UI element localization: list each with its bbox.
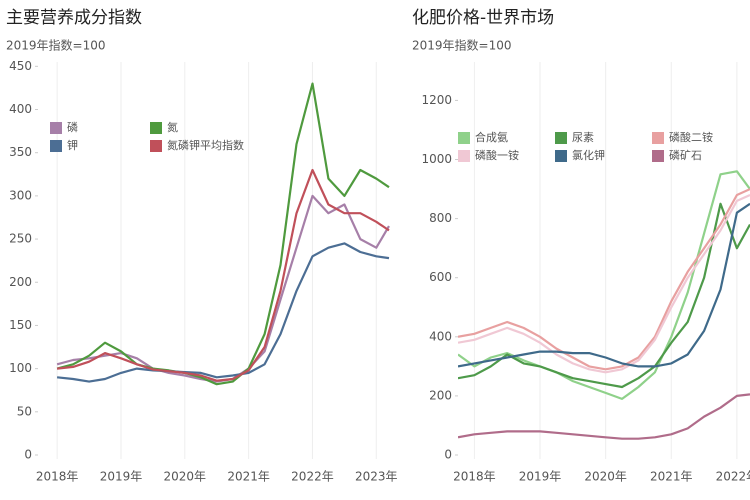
x-tick-label: 2018年 [36,470,79,484]
x-tick-label: 2018年 [453,470,496,484]
plot-area [56,82,390,386]
legend-label: 磷酸二铵 [669,130,713,144]
y-tick-label: 800 [429,211,452,225]
y-tick-label: 0 [444,448,452,462]
legend-label: 钾 [67,138,78,152]
legend-label: 磷矿石 [669,149,702,162]
x-tick-label: 2021年 [227,470,270,484]
chart-title: 化肥价格-世界市场 [412,8,554,28]
series-line [56,82,390,386]
series-line [458,188,750,371]
series-line [56,242,390,383]
y-tick-label: 1000 [421,152,452,166]
y-tick-label: 200 [9,275,32,289]
series-line [56,168,390,382]
legend-swatch [652,150,664,162]
legend-label: 尿素 [572,131,594,144]
legend-label: 磷酸一铵 [475,148,519,162]
x-tick-label: 2019年 [100,470,143,484]
legend-swatch [150,122,162,134]
x-tick-label: 2023年 [355,470,398,484]
legend-swatch [652,132,664,144]
y-tick-label: 200 [429,388,452,402]
y-tick-label: 250 [9,232,32,246]
y-tick-label: 400 [9,102,32,116]
chart-subtitle: 2019年指数=100 [6,38,106,53]
y-tick-label: 400 [429,329,452,343]
chart-title: 主要营养成分指数 [6,8,142,28]
y-tick-label: 450 [9,59,32,73]
legend-swatch [458,150,470,162]
y-tick-label: 300 [9,188,32,202]
chart-subtitle: 2019年指数=100 [412,38,512,53]
series-line [458,193,750,374]
x-tick-label: 2021年 [650,470,693,484]
legend-label: 氯化钾 [572,148,605,162]
plot-area [458,170,750,440]
legend-label: 磷 [67,121,78,134]
legend-label: 氮磷钾平均指数 [167,138,244,152]
x-tick-label: 2022年 [291,470,334,484]
y-tick-label: 100 [9,361,32,375]
legend-swatch [50,122,62,134]
y-tick-label: 1200 [421,93,452,107]
legend-swatch [50,140,62,152]
x-tick-label: 2020年 [584,470,627,484]
y-tick-label: 600 [429,270,452,284]
series-line [458,202,750,389]
legend-swatch [458,132,470,144]
series-line [458,202,750,368]
legend-swatch [555,132,567,144]
y-tick-label: 350 [9,145,32,159]
series-line [458,393,750,440]
x-tick-label: 2022年 [716,470,750,484]
legend-swatch [555,150,567,162]
y-tick-label: 150 [9,318,32,332]
x-tick-label: 2020年 [164,470,207,484]
legend-label: 合成氨 [475,130,508,144]
legend-swatch [150,140,162,152]
y-tick-label: 50 [17,404,32,418]
x-tick-label: 2019年 [519,470,562,484]
y-tick-label: 0 [24,448,32,462]
legend-label: 氮 [167,120,178,134]
series-line [458,170,750,400]
